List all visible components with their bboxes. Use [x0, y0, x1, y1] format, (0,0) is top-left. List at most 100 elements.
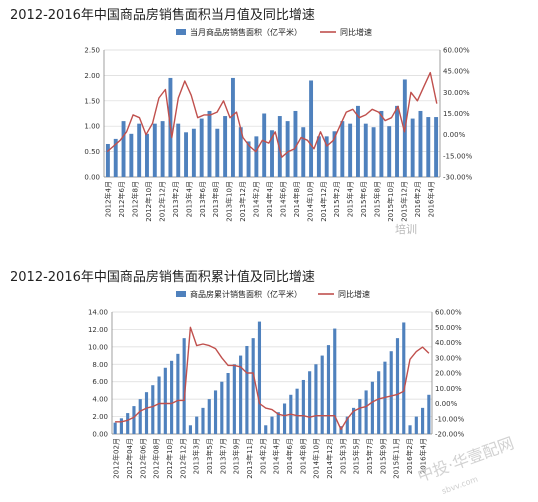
- y2-tick-label: 40.00%: [435, 339, 462, 347]
- x-tick-label: 2016年2月: [413, 181, 422, 217]
- data-bar: [276, 412, 280, 434]
- y-tick-label: 4.00: [92, 396, 108, 404]
- x-tick-label: 2014年4月: [272, 438, 281, 474]
- data-bar: [121, 121, 126, 177]
- data-bar: [285, 121, 290, 177]
- x-tick-label: 2014年12月: [325, 438, 334, 479]
- data-bar: [316, 136, 321, 177]
- y2-tick-label: 10.00%: [435, 385, 462, 393]
- y2-tick-label: -30.00%: [443, 174, 473, 182]
- growth-line: [115, 326, 430, 431]
- data-bar: [245, 345, 249, 434]
- data-bar: [301, 379, 305, 434]
- data-bar: [418, 110, 423, 177]
- data-bar: [348, 123, 353, 177]
- data-bar: [220, 381, 224, 434]
- y-tick-label: 2.00: [92, 413, 108, 421]
- x-tick-label: 2013年11月: [245, 438, 254, 479]
- x-tick-label: 2013年9月: [232, 438, 241, 474]
- data-bar: [170, 360, 174, 434]
- data-bar: [254, 136, 259, 177]
- x-tick-label: 2015年11月: [392, 438, 401, 479]
- data-bar: [277, 116, 282, 177]
- data-bar: [293, 110, 298, 177]
- x-tick-label: 2013年4月: [184, 181, 193, 217]
- data-bar: [352, 407, 356, 434]
- legend-line-label: 同比增速: [340, 27, 372, 37]
- watermark-text: 培训: [395, 222, 417, 236]
- y-tick-label: 12.00: [88, 326, 108, 334]
- y-tick-label: 14.00: [88, 309, 108, 317]
- x-tick-label: 2015年6月: [359, 181, 368, 217]
- x-tick-label: 2014年8月: [298, 438, 307, 474]
- y-tick-label: 0.00: [84, 174, 100, 182]
- x-tick-label: 2015年3月: [338, 438, 347, 474]
- x-tick-label: 2013年12月: [238, 181, 247, 222]
- data-bar: [387, 126, 392, 177]
- x-tick-label: 2015年8月: [373, 181, 382, 217]
- x-tick-label: 2014年2月: [258, 438, 267, 474]
- x-tick-label: 2014年2月: [252, 181, 261, 217]
- data-bar: [199, 118, 204, 177]
- x-tick-label: 2015年9月: [378, 438, 387, 474]
- data-bar: [246, 141, 251, 177]
- data-bar: [160, 121, 165, 177]
- data-bar: [230, 77, 235, 177]
- y2-tick-label: 50.00%: [435, 324, 462, 332]
- x-tick-label: 2016年4月: [418, 438, 427, 474]
- x-tick-label: 2014年6月: [285, 438, 294, 474]
- data-bar: [426, 117, 431, 177]
- data-bar: [262, 113, 267, 177]
- y-tick-label: 8.00: [92, 361, 108, 369]
- data-bar: [324, 136, 329, 177]
- chart-1: 0.00 0.50 1.00 1.50 2.00 2.50 -30.00% -15.00% 0.…: [84, 27, 472, 222]
- legend-bar-label: 当月商品房销售面积（亿平米）: [190, 27, 302, 37]
- data-bar: [144, 392, 149, 434]
- x-tick-label: 2014年10月: [312, 438, 321, 479]
- y-tick-label: 2.00: [84, 72, 100, 80]
- data-bar: [226, 373, 230, 434]
- x-tick-label: 2013年7月: [218, 438, 227, 474]
- data-bar: [282, 403, 287, 434]
- y-tick-label: 2.50: [84, 47, 100, 55]
- growth-line: [106, 71, 438, 158]
- data-bar: [358, 399, 362, 434]
- data-bar: [345, 416, 349, 434]
- x-tick-label: 2012年02月: [112, 438, 121, 479]
- data-bar: [207, 110, 212, 177]
- data-bar: [207, 399, 211, 434]
- x-tick-label: 2013年5月: [205, 438, 214, 474]
- y-tick-label: 0.50: [84, 148, 100, 156]
- x-tick-label: 2012年12月: [178, 438, 187, 479]
- x-tick-label: 2012年10月: [165, 438, 174, 479]
- y2-tick-label: -20.00%: [435, 431, 465, 439]
- x-tick-label: 2015年2月: [332, 181, 341, 217]
- data-bar: [356, 105, 360, 177]
- chart2-title: 2012-2016年中国商品房销售面积累计值及同比增速: [10, 270, 315, 285]
- data-bar: [105, 143, 110, 177]
- data-bar: [389, 351, 393, 434]
- x-tick-label: 2016年2月: [405, 438, 414, 474]
- data-bar: [129, 133, 134, 177]
- y-tick-label: 6.00: [92, 378, 108, 386]
- data-bar: [176, 123, 181, 177]
- chart1-title: 2012-2016年中国商品房销售面积当月值及同比增速: [10, 8, 315, 23]
- legend-line-label: 同比增速: [338, 289, 370, 299]
- data-bar: [182, 338, 186, 434]
- data-bar: [201, 407, 205, 434]
- data-bar: [215, 128, 220, 177]
- y-tick-label: 0.00: [92, 431, 108, 439]
- watermark-text: sbvv.com: [441, 474, 480, 495]
- x-tick-label: 2015年5月: [352, 438, 361, 474]
- y2-tick-label: 45.00%: [443, 68, 470, 76]
- x-tick-label: 2015年10月: [386, 181, 395, 222]
- data-bar: [295, 388, 299, 434]
- x-tick-label: 2012年12月: [158, 181, 167, 222]
- data-bar: [126, 413, 130, 434]
- legend-bar-swatch: [176, 29, 186, 35]
- data-bar: [264, 425, 268, 434]
- data-bar: [395, 338, 400, 434]
- x-tick-label: 2012年4月: [104, 181, 113, 217]
- data-bar: [320, 355, 324, 434]
